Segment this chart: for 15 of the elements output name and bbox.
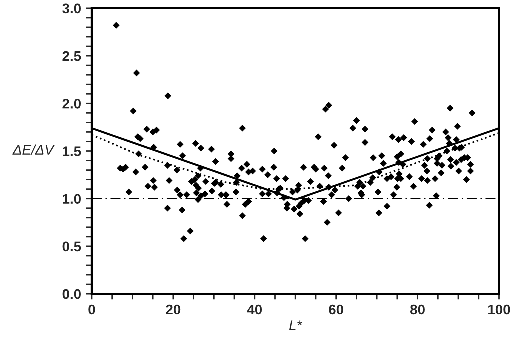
x-axis-title: L* — [289, 320, 303, 330]
y-tick-label: 0.5 — [62, 242, 82, 252]
x-tick-label: 20 — [166, 304, 181, 315]
y-tick-label: 0.0 — [62, 289, 81, 300]
y-tick-label: 1.0 — [63, 194, 81, 204]
x-tick-label: 80 — [410, 304, 425, 315]
y-tick-label: 3.0 — [62, 4, 81, 14]
x-tick-label: 100 — [488, 304, 510, 315]
y-tick-label: 2.5 — [62, 51, 82, 62]
y-tick-label: 1.5 — [63, 146, 82, 156]
x-tick-label: 40 — [247, 304, 262, 315]
y-axis-title: ΔE/ΔV — [12, 144, 55, 155]
y-tick-label: 2.0 — [62, 98, 81, 109]
x-tick-label: 0 — [88, 304, 96, 315]
x-tick-label: 60 — [329, 304, 344, 315]
